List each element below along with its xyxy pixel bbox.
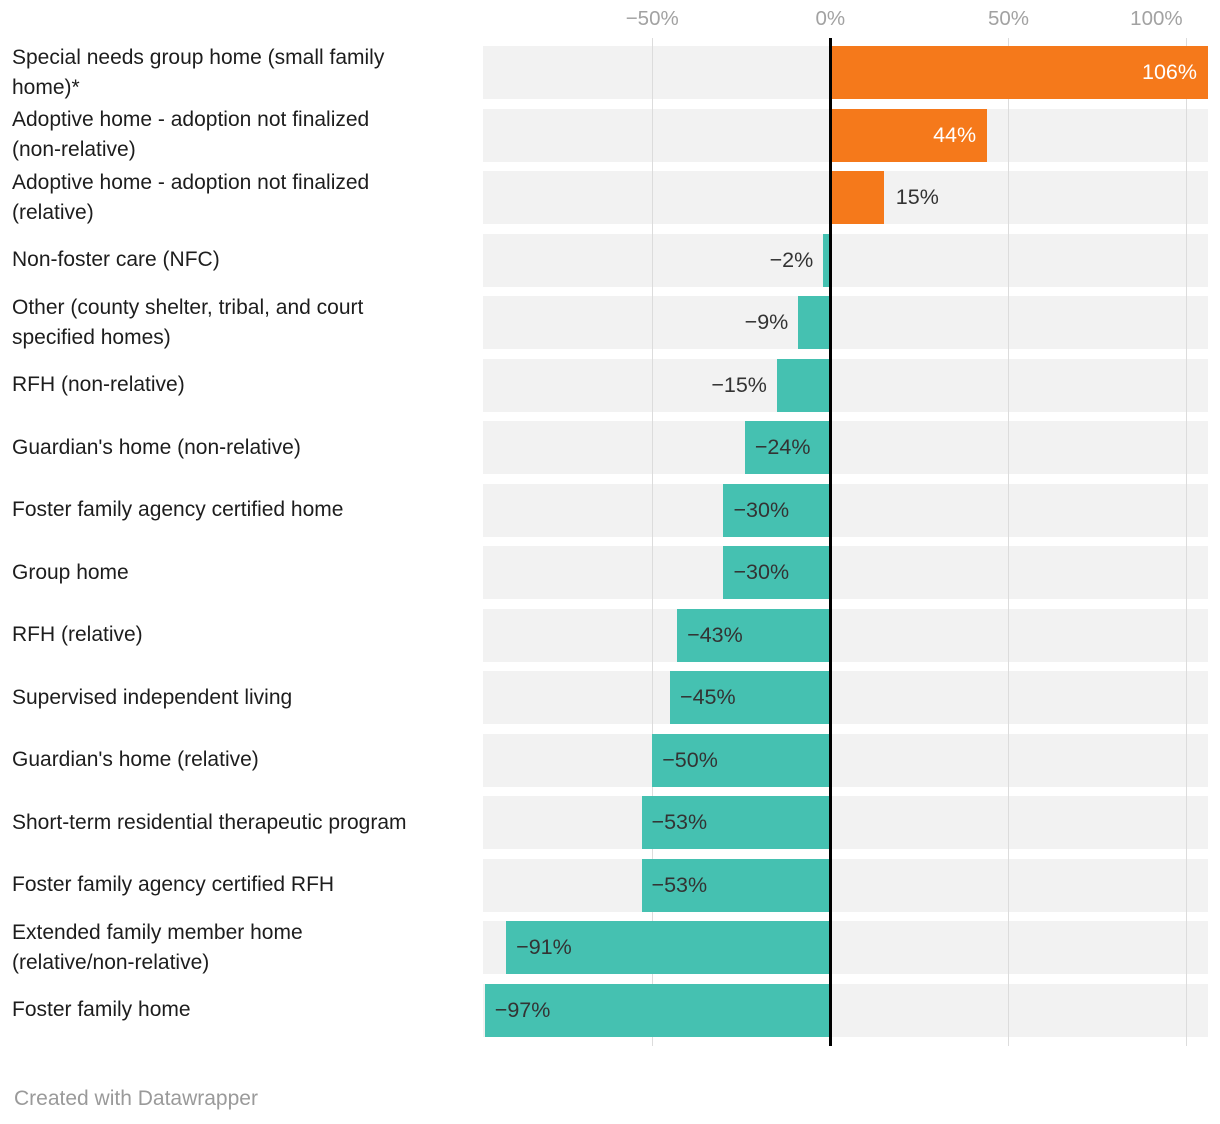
value-label: −15% — [711, 372, 767, 397]
row-background — [483, 296, 1208, 349]
value-label: −43% — [687, 622, 743, 647]
bar — [830, 46, 1208, 99]
bar — [670, 671, 831, 724]
value-label: −30% — [733, 560, 790, 584]
category-label: Non-foster care (NFC) — [12, 248, 220, 271]
axis-tick-label: 0% — [815, 7, 846, 30]
row-background — [483, 546, 1208, 599]
category-label: Guardian's home (relative) — [12, 748, 259, 771]
row-background — [483, 358, 1208, 412]
row-background — [483, 483, 1208, 537]
bar — [830, 108, 988, 162]
value-label: −24% — [754, 435, 811, 459]
bar — [823, 233, 831, 287]
category-label: Extended family member home (relative/no… — [12, 920, 303, 974]
category-label: Short-term residential therapeutic progr… — [12, 810, 407, 834]
row-background — [483, 733, 1208, 787]
axis-tick-label: −50% — [625, 7, 679, 30]
bar — [652, 733, 831, 787]
bar — [677, 608, 831, 662]
axis-tick-label: 50% — [987, 7, 1029, 30]
value-label: 106% — [1142, 60, 1197, 84]
value-label: 15% — [895, 185, 939, 209]
grid-line — [651, 38, 653, 1046]
row-background — [483, 421, 1208, 474]
value-label: −53% — [651, 872, 708, 897]
plot-area: 106% 44% 15% −2% −9% −15% −24% −30% −30% −43% −45%… — [483, 38, 1208, 1046]
category-label: RFH (non-relative) — [12, 373, 185, 396]
category-labels-column: Special needs group home (small family h… — [0, 46, 483, 1046]
category-label: Adoptive home - adoption not finalized (… — [12, 108, 370, 161]
category-label: Group home — [12, 560, 129, 584]
category-label: Other (county shelter, tribal, and court… — [12, 295, 364, 349]
grid-line — [1186, 38, 1188, 1046]
value-label: −30% — [733, 497, 790, 522]
category-label: Special needs group home (small family h… — [12, 45, 385, 99]
row-background — [483, 608, 1208, 662]
grid-line — [1007, 38, 1009, 1046]
category-label: RFH (relative) — [12, 623, 143, 646]
bar — [776, 358, 831, 412]
value-label: −9% — [744, 310, 789, 334]
bar — [641, 858, 831, 912]
category-label: Guardian's home (non-relative) — [12, 435, 301, 459]
value-label: −2% — [769, 247, 814, 272]
bar — [484, 983, 831, 1037]
datawrapper-credit: Created with Datawrapper — [14, 1087, 258, 1110]
category-label: Adoptive home - adoption not finalized (… — [12, 170, 370, 224]
bar — [798, 296, 831, 349]
value-label: 44% — [933, 122, 977, 147]
row-background — [483, 671, 1208, 724]
value-label: −97% — [494, 997, 551, 1022]
value-label: −50% — [662, 747, 718, 772]
bar — [506, 921, 831, 974]
row-background — [483, 796, 1208, 849]
axis-tick-label: 100% — [1130, 7, 1183, 30]
zero-baseline — [829, 38, 832, 1046]
category-label: Foster family home — [12, 998, 191, 1021]
category-label: Supervised independent living — [12, 685, 293, 709]
category-label: Foster family agency certified RFH — [12, 873, 335, 896]
row-background — [483, 858, 1208, 912]
value-label: −45% — [680, 685, 736, 709]
category-label: Foster family agency certified home — [12, 498, 344, 521]
x-axis: −50% 0% 50% 100% — [0, 0, 1220, 46]
bar — [723, 483, 831, 537]
bar — [723, 546, 831, 599]
value-label: −91% — [516, 935, 572, 959]
bar — [641, 796, 831, 849]
bar — [744, 421, 831, 474]
value-label: −53% — [651, 810, 708, 834]
row-background — [483, 233, 1208, 287]
bar — [830, 171, 884, 224]
